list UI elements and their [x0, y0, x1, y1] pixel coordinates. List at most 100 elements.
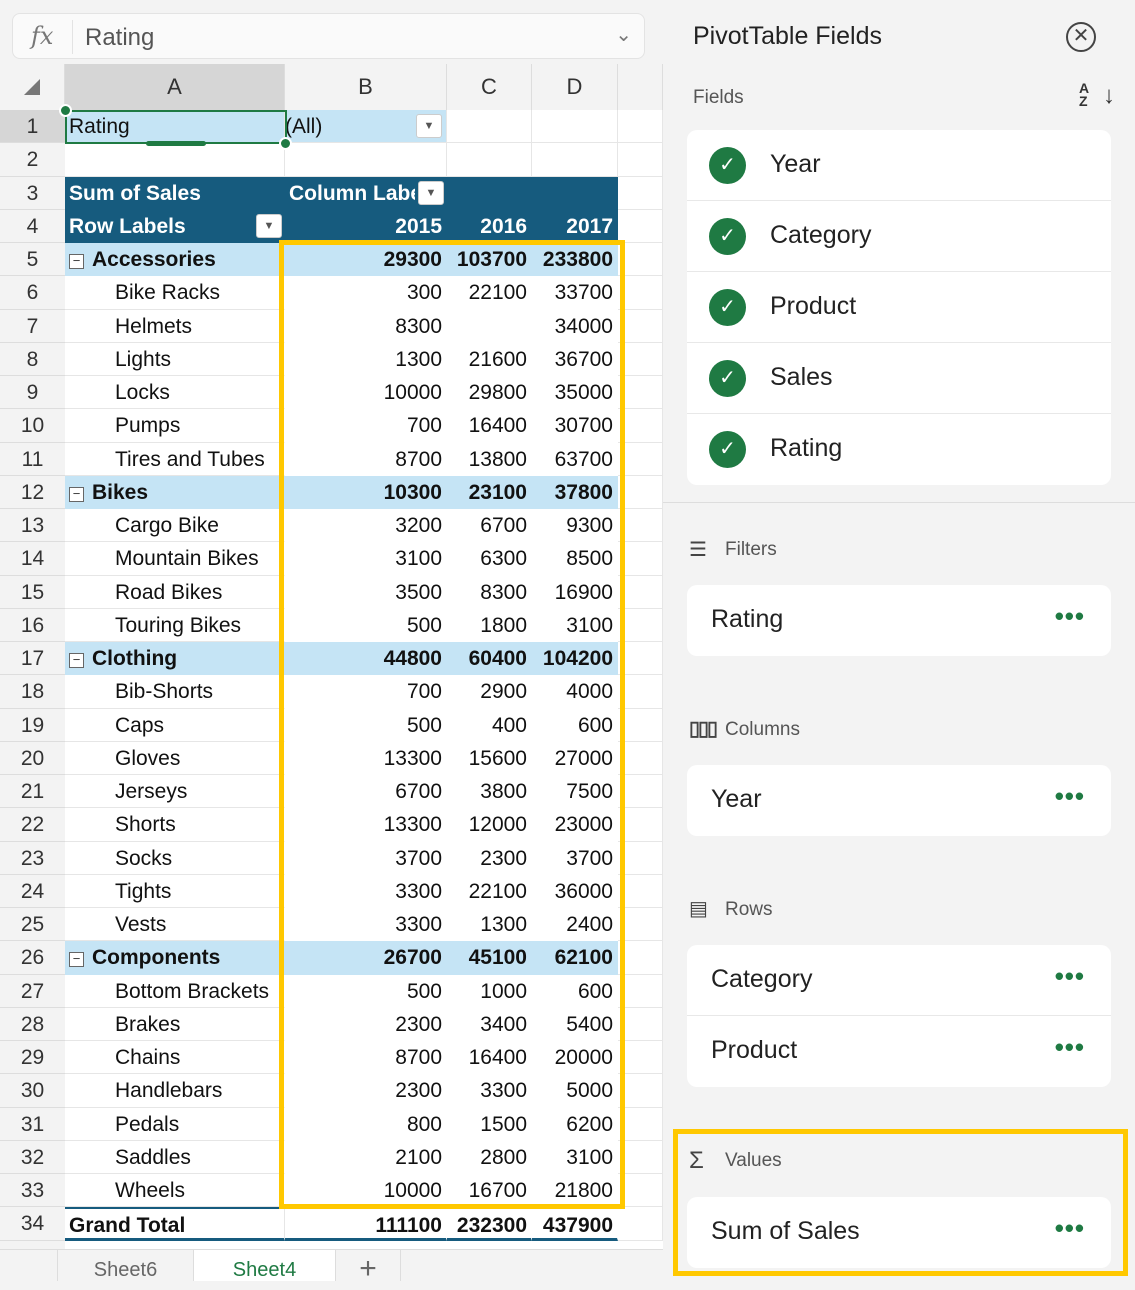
row-label-item[interactable]: Jerseys	[65, 775, 285, 809]
value-cell[interactable]: 6200	[532, 1107, 618, 1141]
row-label-item[interactable]: Pumps	[65, 409, 285, 443]
column-labels-dropdown-button[interactable]: ▼	[418, 180, 444, 205]
year-header[interactable]: 2017	[532, 209, 618, 243]
row-label-item[interactable]: Locks	[65, 376, 285, 410]
row-label-item[interactable]: Vests	[65, 908, 285, 942]
chevron-down-icon[interactable]: ⌄	[615, 24, 632, 46]
cell[interactable]	[618, 276, 663, 310]
row-header[interactable]: 11	[0, 442, 65, 476]
value-cell[interactable]: 1800	[447, 608, 532, 642]
cell[interactable]	[618, 575, 663, 609]
value-cell[interactable]: 5000	[532, 1074, 618, 1108]
cell[interactable]	[618, 309, 663, 343]
cell[interactable]	[618, 675, 663, 709]
column-header-a[interactable]: A	[65, 64, 285, 110]
value-cell[interactable]: 2300	[447, 841, 532, 875]
cell[interactable]	[447, 176, 532, 210]
row-label-item[interactable]: Shorts	[65, 808, 285, 842]
more-icon[interactable]: •••	[1054, 1213, 1085, 1243]
cell[interactable]	[618, 642, 663, 676]
row-header[interactable]: 6	[0, 276, 65, 310]
value-cell[interactable]: 500	[285, 708, 447, 742]
value-cell[interactable]: 21600	[447, 342, 532, 376]
value-cell[interactable]: 3100	[285, 542, 447, 576]
value-cell[interactable]: 700	[285, 675, 447, 709]
checkmark-icon[interactable]: ✓	[709, 431, 746, 468]
row-header[interactable]: 3	[0, 176, 65, 210]
row-label-item[interactable]: Brakes	[65, 1007, 285, 1041]
value-cell[interactable]: 6700	[285, 775, 447, 809]
value-cell[interactable]: 1500	[447, 1107, 532, 1141]
value-cell[interactable]: 26700	[285, 941, 447, 975]
cell[interactable]	[618, 475, 663, 509]
value-cell[interactable]: 1000	[447, 974, 532, 1008]
value-item[interactable]: Sum of Sales •••	[687, 1197, 1111, 1268]
value-cell[interactable]: 8300	[447, 575, 532, 609]
row-item[interactable]: Category •••	[687, 945, 1111, 1016]
select-all-button[interactable]	[0, 64, 65, 110]
value-cell[interactable]: 3100	[532, 1140, 618, 1174]
checkmark-icon[interactable]: ✓	[709, 360, 746, 397]
formula-bar[interactable]: fx Rating ⌄	[12, 13, 645, 59]
row-header[interactable]: 15	[0, 575, 65, 609]
row-header[interactable]: 5	[0, 243, 65, 277]
row-header[interactable]: 2	[0, 143, 65, 177]
row-label-item[interactable]: Chains	[65, 1041, 285, 1075]
row-label-item[interactable]: Bib-Shorts	[65, 675, 285, 709]
cell[interactable]	[618, 941, 663, 975]
value-cell[interactable]: 10000	[285, 376, 447, 410]
year-header[interactable]: 2015	[285, 209, 447, 243]
cell[interactable]	[618, 608, 663, 642]
value-cell[interactable]: 10000	[285, 1174, 447, 1208]
formula-input[interactable]: Rating	[85, 24, 155, 51]
value-cell[interactable]: 30700	[532, 409, 618, 443]
collapse-icon[interactable]: −	[69, 254, 84, 269]
value-cell[interactable]: 600	[532, 974, 618, 1008]
row-header[interactable]: 4	[0, 209, 65, 243]
value-cell[interactable]: 700	[285, 409, 447, 443]
filter-item[interactable]: Rating •••	[687, 585, 1111, 656]
tab-sheet6[interactable]: Sheet6	[58, 1250, 194, 1281]
value-cell[interactable]	[447, 309, 532, 343]
value-cell[interactable]: 35000	[532, 376, 618, 410]
grand-total-value[interactable]: 111100	[285, 1207, 447, 1241]
row-label-item[interactable]: Pedals	[65, 1107, 285, 1141]
row-label-category[interactable]: − Accessories	[65, 243, 285, 277]
row-header[interactable]: 12	[0, 475, 65, 509]
row-header[interactable]: 19	[0, 708, 65, 742]
row-header[interactable]: 9	[0, 376, 65, 410]
value-cell[interactable]: 13300	[285, 808, 447, 842]
value-cell[interactable]: 600	[532, 708, 618, 742]
collapse-icon[interactable]: −	[69, 952, 84, 968]
more-icon[interactable]: •••	[1054, 961, 1085, 991]
cell[interactable]	[618, 841, 663, 875]
value-cell[interactable]: 1300	[285, 342, 447, 376]
row-label-item[interactable]: Bottom Brackets	[65, 974, 285, 1008]
column-header-d[interactable]: D	[532, 64, 618, 110]
checkmark-icon[interactable]: ✓	[709, 147, 746, 184]
year-header[interactable]: 2016	[447, 209, 532, 243]
cell[interactable]	[618, 1007, 663, 1041]
row-header[interactable]: 25	[0, 908, 65, 942]
value-cell[interactable]: 3300	[285, 908, 447, 942]
cell[interactable]	[447, 143, 532, 177]
row-label-item[interactable]: Touring Bikes	[65, 608, 285, 642]
row-labels-header[interactable]: Row Labels	[65, 209, 285, 243]
value-cell[interactable]: 8700	[285, 442, 447, 476]
value-cell[interactable]: 3200	[285, 509, 447, 543]
cell[interactable]	[618, 908, 663, 942]
row-header[interactable]: 28	[0, 1007, 65, 1041]
cell[interactable]	[618, 409, 663, 443]
cell[interactable]	[618, 1041, 663, 1075]
value-cell[interactable]: 3700	[532, 841, 618, 875]
value-cell[interactable]: 45100	[447, 941, 532, 975]
cell[interactable]	[618, 708, 663, 742]
row-label-item[interactable]: Saddles	[65, 1140, 285, 1174]
value-cell[interactable]: 500	[285, 974, 447, 1008]
cell[interactable]	[618, 775, 663, 809]
value-cell[interactable]: 13300	[285, 741, 447, 775]
value-cell[interactable]: 2300	[285, 1007, 447, 1041]
value-cell[interactable]: 37800	[532, 475, 618, 509]
row-label-item[interactable]: Socks	[65, 841, 285, 875]
value-cell[interactable]: 8500	[532, 542, 618, 576]
